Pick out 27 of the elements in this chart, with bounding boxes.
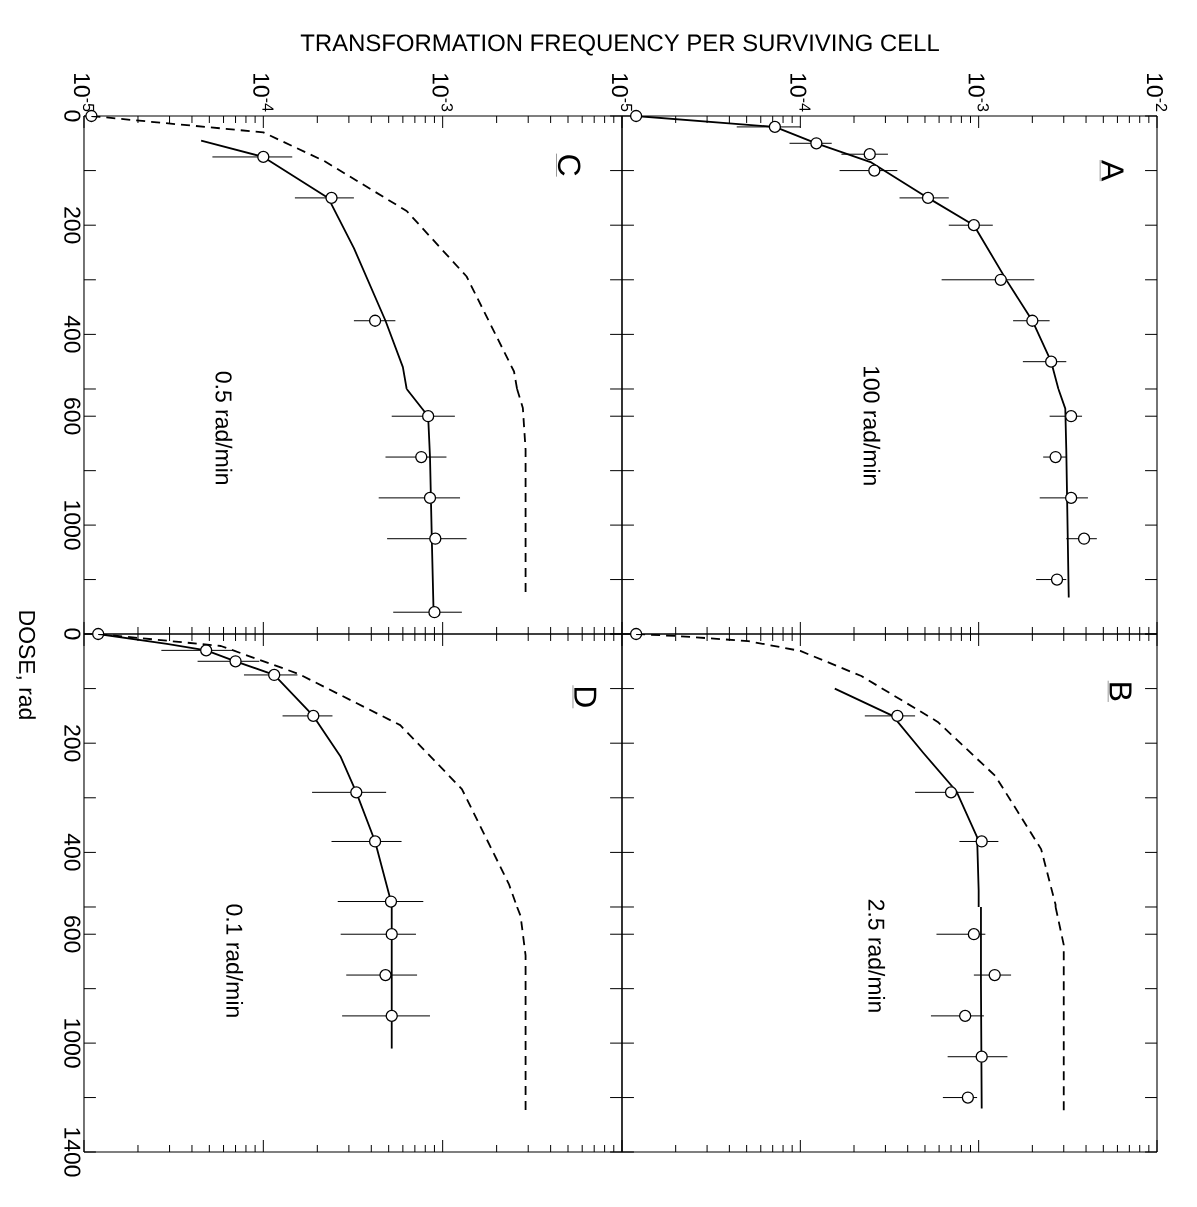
y-tick-label: 1400 bbox=[64, 1128, 81, 1177]
annotation: 0.1 rad/min bbox=[226, 904, 244, 1017]
text: A bbox=[1101, 160, 1124, 182]
y-tick-label: 600 bbox=[64, 916, 81, 953]
y-axis-title: DOSE, rad bbox=[16, 611, 36, 719]
x-tick-label: 10$^{-4}$ bbox=[790, 73, 811, 112]
annotation: 100 rad/min bbox=[863, 366, 881, 485]
x-tick-label: 10$^{-3}$ bbox=[968, 73, 989, 112]
x-tick-label: 10$^{-2}$ bbox=[1146, 73, 1168, 112]
x-tick-label: 10$^{-5}$ bbox=[611, 73, 633, 112]
x-tick-label: 10$^{-3}$ bbox=[432, 73, 453, 112]
y-tick-label: 200 bbox=[64, 207, 81, 244]
annotation: 2.5 rad/min bbox=[868, 899, 886, 1012]
annotation: 0.5 rad/min bbox=[215, 371, 233, 484]
text: B bbox=[1109, 683, 1132, 701]
y-tick-label: 0 bbox=[64, 110, 81, 122]
y-tick-label: 400 bbox=[64, 833, 81, 871]
y-tick-label: 200 bbox=[64, 725, 81, 762]
x-axis-title: TRANSFORMATION FREQUENCY PER SURVIVING CELL bbox=[300, 34, 939, 56]
y-tick-label: 1000 bbox=[64, 1019, 81, 1068]
text: C bbox=[557, 155, 581, 176]
y-tick-label: 600 bbox=[64, 398, 81, 435]
text: D bbox=[574, 687, 597, 707]
x-tick-label: 10$^{-4}$ bbox=[253, 73, 274, 112]
y-tick-label: 400 bbox=[64, 315, 81, 353]
y-tick-label: 0 bbox=[64, 628, 81, 640]
y-tick-label: 1000 bbox=[64, 501, 81, 550]
